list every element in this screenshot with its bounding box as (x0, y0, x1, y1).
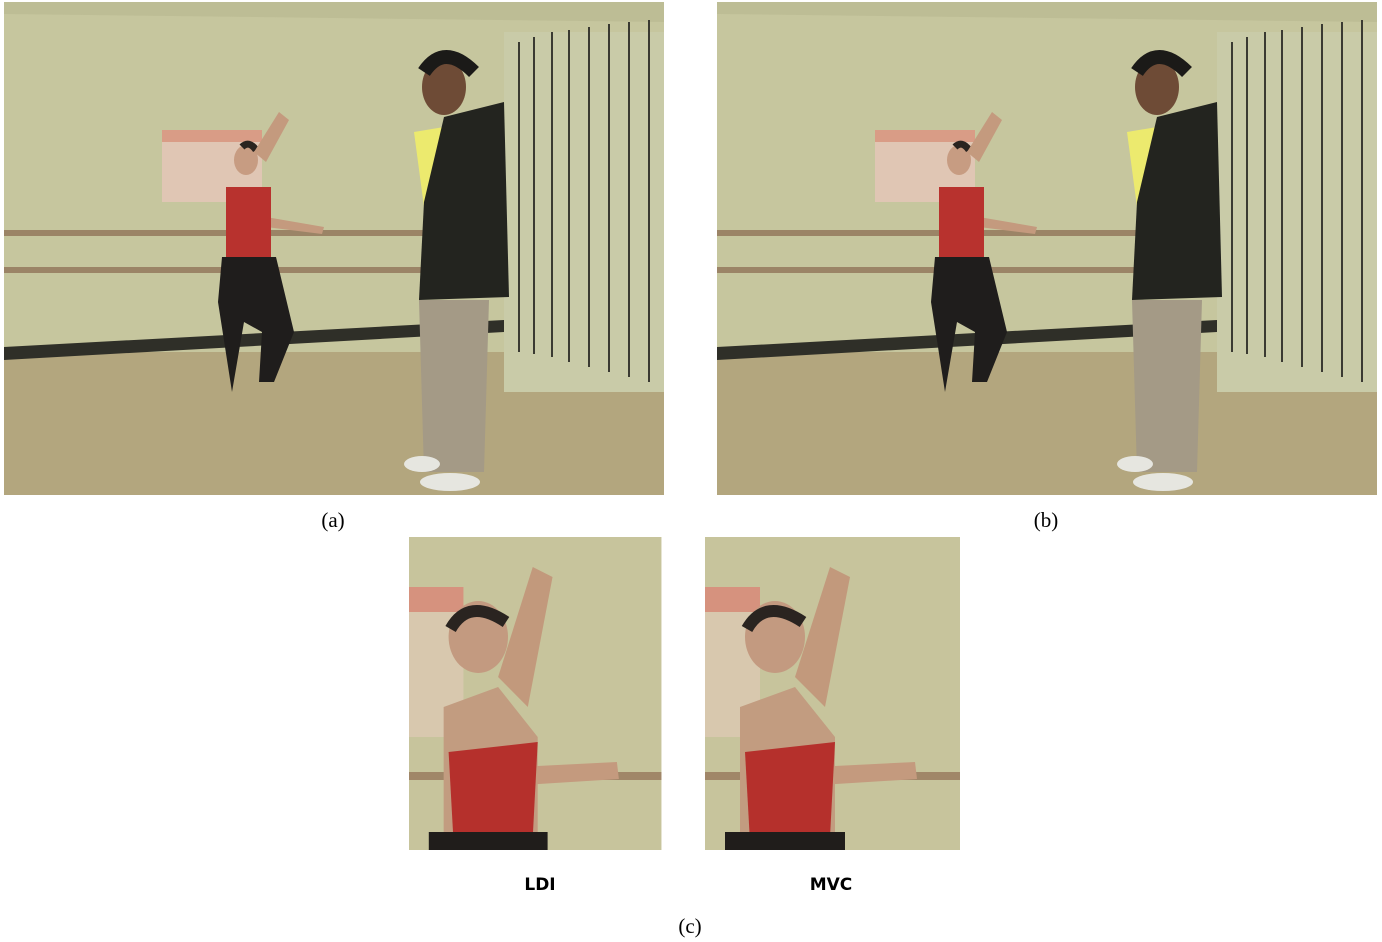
photo-b (717, 2, 1377, 495)
label-mvc: MVC (810, 875, 853, 895)
crop-ldi (409, 537, 661, 850)
caption-b: (b) (1034, 508, 1059, 532)
caption-c: (c) (678, 914, 701, 938)
label-ldi: LDI (524, 875, 555, 895)
photo-a (4, 2, 664, 495)
crop-mvc (705, 537, 960, 850)
caption-a: (a) (321, 508, 344, 532)
